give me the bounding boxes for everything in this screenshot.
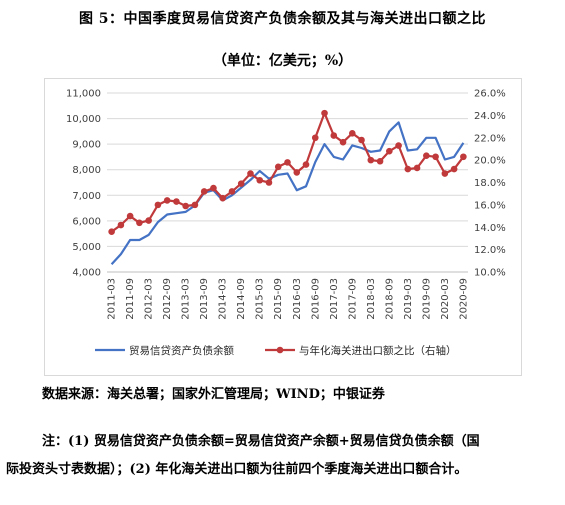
x-tick-label: 2015-09 [273,278,284,320]
series-point [108,228,115,236]
right-tick-label: 16.0% [474,200,506,211]
right-tick-label: 18.0% [474,178,506,189]
figure-unit: （单位：亿美元；%） [0,50,565,70]
right-tick-label: 12.0% [474,245,506,256]
series-point [117,221,125,229]
data-source: 数据来源：海关总署；国家外汇管理局；WIND；中银证券 [42,387,385,402]
left-tick-label: 11,000 [66,89,101,100]
series-point [191,201,199,209]
legend-label-2: 与年化海关进出口额之比（右轴） [299,344,457,357]
left-tick-label: 7,000 [72,191,101,202]
series-point [210,184,217,192]
x-axis: 2011-03 2011-09 2012-03 2012-09 2013-03 2013-… [107,271,469,320]
left-tick-label: 5,000 [72,242,101,253]
series-point [173,198,180,205]
right-tick-label: 26.0% [474,89,506,100]
series-point [284,159,291,166]
right-tick-label: 24.0% [474,111,506,122]
note-line-1: 注：(1) 贸易信贷资产负债余额=贸易信贷资产余额+贸易信贷负债余额（国 [42,434,480,449]
series-point [136,219,143,227]
x-tick-label: 2015-03 [255,278,266,320]
series-point [358,136,365,144]
left-tick-label: 8,000 [72,165,101,176]
series-point [413,164,421,172]
x-tick-label: 2011-09 [125,278,136,320]
x-tick-label: 2018-03 [366,278,377,320]
x-tick-label: 2019-09 [421,278,432,320]
x-tick-label: 2014-03 [218,278,229,320]
left-tick-label: 6,000 [72,216,101,227]
note-line-2: 际投资头寸表数据）；(2) 年化海关进出口额为往前四个季度海关进出口额合计。 [6,462,468,477]
series-point [321,109,328,117]
left-tick-label: 4,000 [72,268,101,279]
left-tick-label: 10,000 [66,114,101,125]
legend-marker-2 [276,346,284,354]
series-point [460,153,467,161]
series-point [302,161,310,168]
series-point [228,188,236,195]
right-axis: 10.0% 12.0% 14.0% 16.0% 18.0% 20.0% 22.0% 24.0%… [474,89,506,279]
series-point [247,170,254,177]
series-point [348,129,356,137]
x-tick-label: 2019-03 [403,278,414,320]
series-point [330,132,338,139]
legend-label-1: 贸易信贷资产负债余额 [129,344,234,357]
series-point [237,180,245,187]
series-point [395,142,402,149]
series-point [256,176,264,184]
series-point [404,165,412,173]
unit-label: （单位：亿美元；%） [212,53,353,69]
series-point [182,202,189,210]
x-tick-label: 2017-09 [347,278,358,320]
chart-svg: 4,000 5,000 6,000 7,000 8,000 9,000 10,000 11,0… [66,89,506,358]
series-line-2 [110,111,465,233]
series-point [450,165,458,173]
series-point [376,157,384,165]
x-tick-label: 2012-09 [162,278,173,320]
series-point [386,147,393,155]
series-point [126,212,134,220]
series-point [293,169,301,176]
series-layer [108,109,467,266]
x-tick-label: 2020-03 [440,278,451,320]
left-tick-label: 9,000 [72,140,101,151]
series-line-1 [110,121,465,266]
right-tick-label: 14.0% [474,223,506,234]
x-tick-label: 2013-09 [199,278,210,320]
right-tick-label: 10.0% [474,268,506,279]
x-tick-label: 2011-03 [107,278,118,320]
series-point [265,179,273,186]
x-tick-label: 2013-03 [181,278,192,320]
x-tick-label: 2014-09 [236,278,247,320]
chart-frame: 4,000 5,000 6,000 7,000 8,000 9,000 10,000 11,0… [44,78,522,376]
series-point [154,201,162,209]
series-point [163,197,171,204]
right-tick-label: 22.0% [474,133,506,144]
series-point [145,217,152,224]
x-tick-label: 2016-09 [310,278,321,320]
x-tick-label: 2016-03 [292,278,303,320]
x-tick-label: 2018-09 [384,278,395,320]
series-point [441,170,449,177]
x-tick-label: 2017-03 [329,278,340,320]
x-tick-label: 2012-03 [144,278,155,320]
grid-layer [107,92,468,273]
series-point [367,156,375,164]
legend: 贸易信贷资产负债余额 与年化海关进出口额之比（右轴） [95,344,457,357]
series-point [423,152,430,159]
series-point [339,138,347,146]
figure-title: 图 5：中国季度贸易信贷资产负债余额及其与海关进出口额之比 [78,11,487,27]
x-tick-label: 2020-09 [458,278,469,320]
left-axis: 4,000 5,000 6,000 7,000 8,000 9,000 10,000 11,0… [66,89,101,279]
right-tick-label: 20.0% [474,156,506,167]
series-point [200,188,208,195]
series-point [311,134,319,142]
series-point [432,153,439,161]
series-point [274,163,282,171]
series-point [219,194,227,202]
